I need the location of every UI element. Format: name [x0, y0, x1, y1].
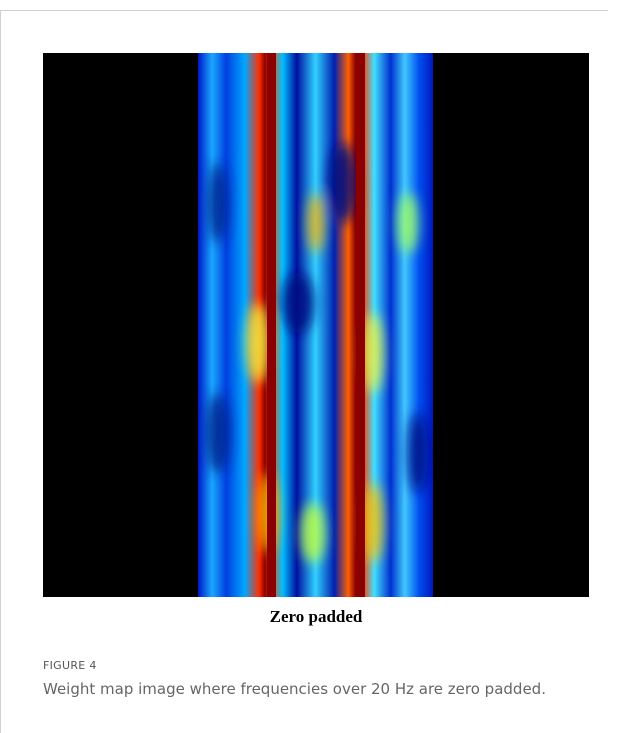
- figure-label: FIGURE 4: [43, 659, 97, 672]
- weight-map-image: [43, 53, 589, 597]
- image-label: Zero padded: [43, 607, 589, 627]
- figure-caption: Weight map image where frequencies over …: [43, 678, 563, 700]
- figure-card: Zero padded FIGURE 4 Weight map image wh…: [0, 10, 608, 733]
- page: Zero padded FIGURE 4 Weight map image wh…: [0, 0, 623, 733]
